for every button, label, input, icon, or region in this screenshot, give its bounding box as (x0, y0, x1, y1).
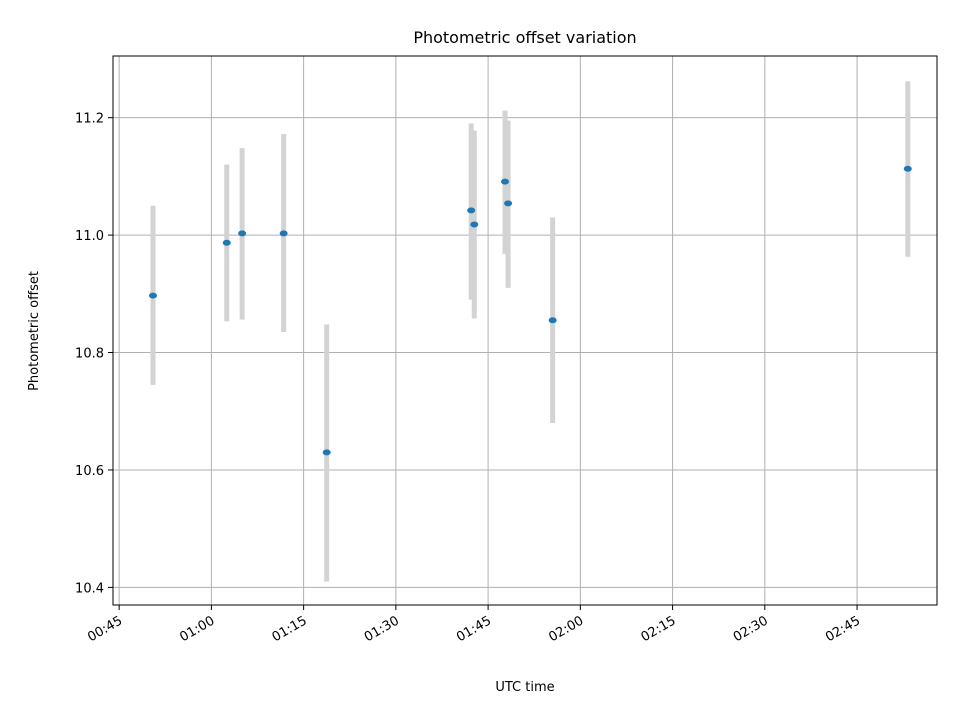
y-tick-label: 10.6 (75, 464, 104, 479)
y-axis-ticks: 10.4 10.6 10.8 11.0 11.2 (75, 112, 113, 596)
y-tick-label: 10.4 (75, 581, 104, 596)
chart-title: Photometric offset variation (413, 28, 636, 47)
y-tick-label: 11.0 (75, 229, 104, 244)
y-tick-label: 11.2 (75, 112, 104, 127)
data-point (467, 207, 476, 214)
data-point (903, 165, 912, 172)
data-point (148, 292, 157, 299)
y-axis-label: Photometric offset (27, 271, 42, 391)
data-point (238, 230, 247, 237)
data-point (322, 449, 331, 456)
data-point (548, 317, 557, 324)
data-point (504, 200, 513, 207)
data-point (470, 221, 479, 228)
x-axis-label: UTC time (495, 680, 554, 695)
y-tick-label: 10.8 (75, 347, 104, 362)
data-point (279, 230, 288, 237)
data-points (148, 165, 912, 456)
plot-frame (112, 55, 938, 606)
grid (113, 56, 937, 605)
data-point (501, 178, 510, 185)
data-point (222, 239, 231, 246)
